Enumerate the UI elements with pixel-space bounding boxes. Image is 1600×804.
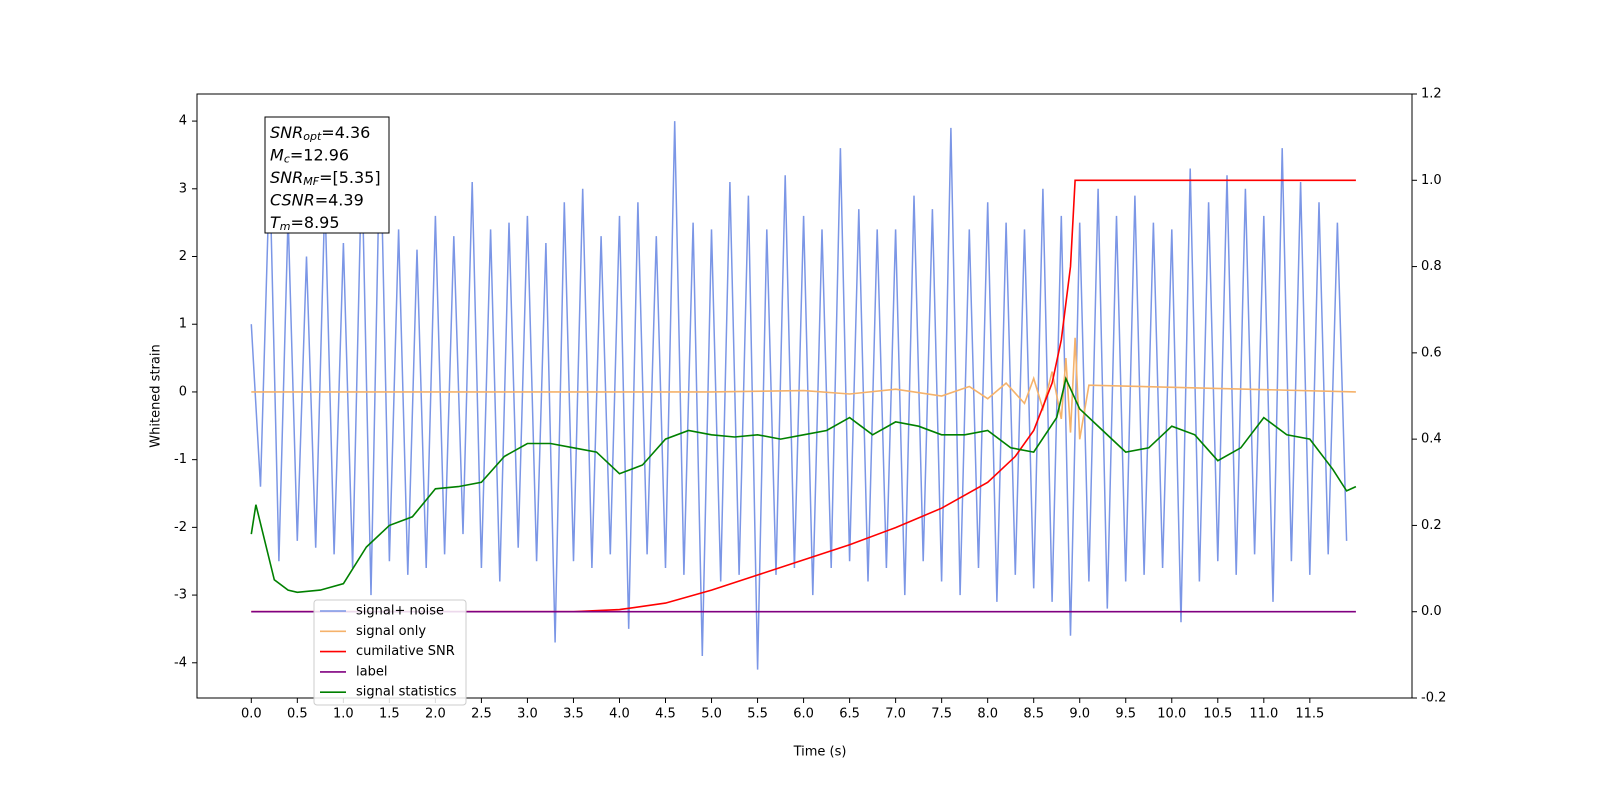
legend-label: signal only	[356, 624, 426, 639]
y-tick-label: -4	[174, 655, 187, 670]
legend-label: signal statistics	[356, 685, 457, 700]
y2-tick-label: 0.4	[1421, 432, 1442, 447]
annotation-line: SNRopt=4.36	[270, 123, 370, 144]
x-axis-label: Time (s)	[793, 745, 847, 760]
annotation-symbol: SNR	[270, 168, 303, 187]
annotation-symbol: CSNR	[270, 190, 315, 209]
y-tick-label: -2	[174, 520, 187, 535]
x-tick-label: 2.0	[425, 707, 446, 722]
annotation-value: =8.95	[291, 213, 340, 232]
annotation-subscript: m	[280, 220, 291, 233]
annotation-value: =12.96	[290, 145, 349, 164]
y2-tick-label: 1.2	[1421, 87, 1442, 102]
annotation-subscript: c	[284, 153, 290, 166]
plot-frame	[196, 93, 1413, 699]
y-tick-label: -1	[174, 452, 187, 467]
legend-label: signal+ noise	[356, 604, 444, 619]
annotation-line: Tm=8.95	[270, 213, 340, 234]
y-tick-label: 3	[179, 181, 187, 196]
y2-tick-label: 0.2	[1421, 518, 1442, 533]
x-tick-label: 3.0	[517, 707, 538, 722]
y-tick-label: 0	[179, 384, 187, 399]
y-tick-label: -3	[174, 588, 187, 603]
y-tick-label: 1	[179, 317, 187, 332]
legend-label: label	[356, 664, 387, 679]
x-tick-label: 9.0	[1069, 707, 1090, 722]
series-line	[251, 179, 1356, 613]
annotation-value: =4.36	[321, 123, 370, 142]
x-tick-label: 8.5	[1023, 707, 1044, 722]
x-tick-label: 6.0	[793, 707, 814, 722]
annotation-symbol: SNR	[270, 123, 303, 142]
x-tick-label: 8.0	[977, 707, 998, 722]
x-tick-label: 5.0	[701, 707, 722, 722]
legend-box	[313, 599, 467, 706]
annotation-subscript: opt	[303, 130, 322, 143]
x-tick-label: 1.5	[379, 707, 400, 722]
x-tick-label: 0.5	[287, 707, 308, 722]
annotation-value: =4.39	[315, 190, 364, 209]
x-tick-label: 0.0	[241, 707, 262, 722]
x-tick-label: 5.5	[747, 707, 768, 722]
x-tick-label: 2.5	[471, 707, 492, 722]
annotation-symbol: M	[270, 145, 284, 164]
annotation-box	[264, 116, 390, 234]
series-line	[251, 337, 1356, 440]
x-tick-label: 7.5	[931, 707, 952, 722]
y2-tick-label: -0.2	[1421, 691, 1446, 706]
x-tick-label: 1.0	[333, 707, 354, 722]
x-tick-label: 10.5	[1203, 707, 1232, 722]
annotation-line: Mc=12.96	[270, 145, 349, 166]
annotation-value: =[5.35]	[319, 168, 381, 187]
x-tick-label: 11.5	[1295, 707, 1324, 722]
y2-tick-label: 0.0	[1421, 604, 1442, 619]
x-tick-label: 3.5	[563, 707, 584, 722]
x-tick-label: 7.0	[885, 707, 906, 722]
annotation-line: CSNR=4.39	[270, 190, 364, 209]
annotation-symbol: T	[270, 213, 281, 232]
y2-tick-label: 0.6	[1421, 345, 1442, 360]
y-axis-label: Whitened strain	[149, 344, 164, 447]
x-tick-label: 4.0	[609, 707, 630, 722]
y-tick-label: 2	[179, 249, 187, 264]
annotation-line: SNRMF=[5.35]	[270, 168, 381, 189]
x-tick-label: 4.5	[655, 707, 676, 722]
series-line	[250, 121, 1348, 670]
annotation-subscript: MF	[303, 175, 319, 188]
y2-tick-label: 0.8	[1421, 259, 1442, 274]
x-tick-label: 10.0	[1157, 707, 1186, 722]
series-line	[250, 376, 1357, 594]
y2-tick-label: 1.0	[1421, 173, 1442, 188]
y-tick-label: 4	[179, 114, 187, 129]
x-tick-label: 6.5	[839, 707, 860, 722]
x-tick-label: 11.0	[1249, 707, 1278, 722]
x-tick-label: 9.5	[1115, 707, 1136, 722]
legend-label: cumilative SNR	[356, 644, 455, 659]
